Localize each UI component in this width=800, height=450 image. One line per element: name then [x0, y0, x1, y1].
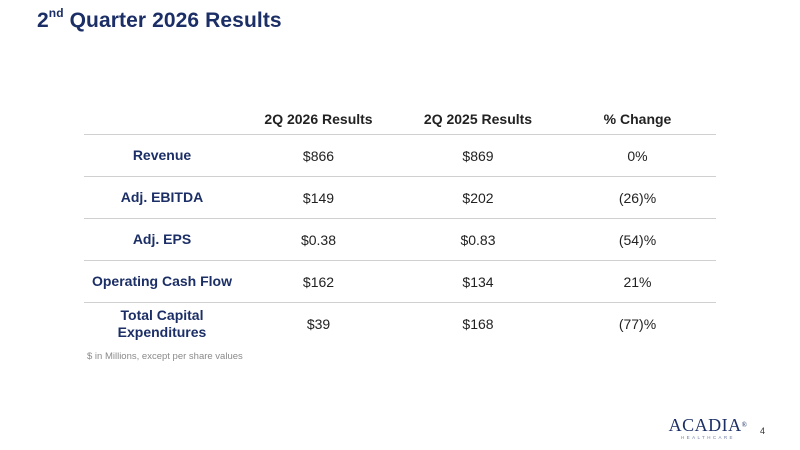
table-row: Total Capital Expenditures $39 $168 (77)…: [84, 303, 716, 345]
header-2q-2025: 2Q 2025 Results: [397, 104, 559, 135]
logo-wordmark: ACADIA®: [668, 416, 748, 434]
value-2q-2026: $149: [240, 176, 397, 219]
metric-label: Total Capital Expenditures: [117, 306, 207, 340]
footnote: $ in Millions, except per share values: [87, 351, 243, 362]
registered-mark: ®: [741, 421, 748, 429]
metric-label: Revenue: [84, 134, 240, 177]
value-percent-change: (54)%: [559, 218, 716, 261]
value-2q-2025: $134: [397, 260, 559, 303]
value-2q-2025: $168: [462, 315, 494, 332]
table-row: Adj. EPS $0.38 $0.83 (54)%: [84, 218, 716, 261]
header-2q-2026: 2Q 2026 Results: [240, 104, 397, 135]
metric-label: Adj. EPS: [84, 218, 240, 261]
header-metric: [84, 104, 240, 135]
metric-label: Adj. EBITDA: [84, 176, 240, 219]
title-text: Quarter 2026 Results: [63, 9, 282, 32]
table-row: Operating Cash Flow $162 $134 21%: [84, 260, 716, 303]
value-2q-2026: $162: [240, 260, 397, 303]
value-percent-change: 21%: [559, 260, 716, 303]
table-header-row: 2Q 2026 Results 2Q 2025 Results % Change: [84, 104, 716, 135]
slide-title: 2nd Quarter 2026 Results: [37, 6, 282, 33]
value-percent-change: (77)%: [618, 315, 657, 332]
value-2q-2026: $866: [240, 134, 397, 177]
page-number: 4: [760, 426, 766, 436]
results-table: 2Q 2026 Results 2Q 2025 Results % Change…: [84, 104, 716, 344]
value-percent-change: 0%: [559, 134, 716, 177]
logo-tagline: HEALTHCARE: [681, 435, 735, 440]
title-prefix: 2: [37, 9, 49, 32]
value-2q-2025: $0.83: [397, 218, 559, 261]
table-row: Adj. EBITDA $149 $202 (26)%: [84, 176, 716, 219]
table-row: Revenue $866 $869 0%: [84, 134, 716, 177]
value-2q-2025: $869: [397, 134, 559, 177]
logo-wordmark-text: ACADIA: [668, 415, 742, 435]
company-logo: ACADIA® HEALTHCARE: [668, 416, 748, 440]
title-ordinal-suffix: nd: [48, 6, 64, 20]
value-2q-2025: $202: [397, 176, 559, 219]
value-2q-2026: $0.38: [240, 218, 397, 261]
metric-label: Operating Cash Flow: [84, 260, 240, 303]
value-percent-change: (26)%: [559, 176, 716, 219]
value-2q-2026: $39: [306, 315, 331, 332]
header-percent-change: % Change: [559, 104, 716, 135]
